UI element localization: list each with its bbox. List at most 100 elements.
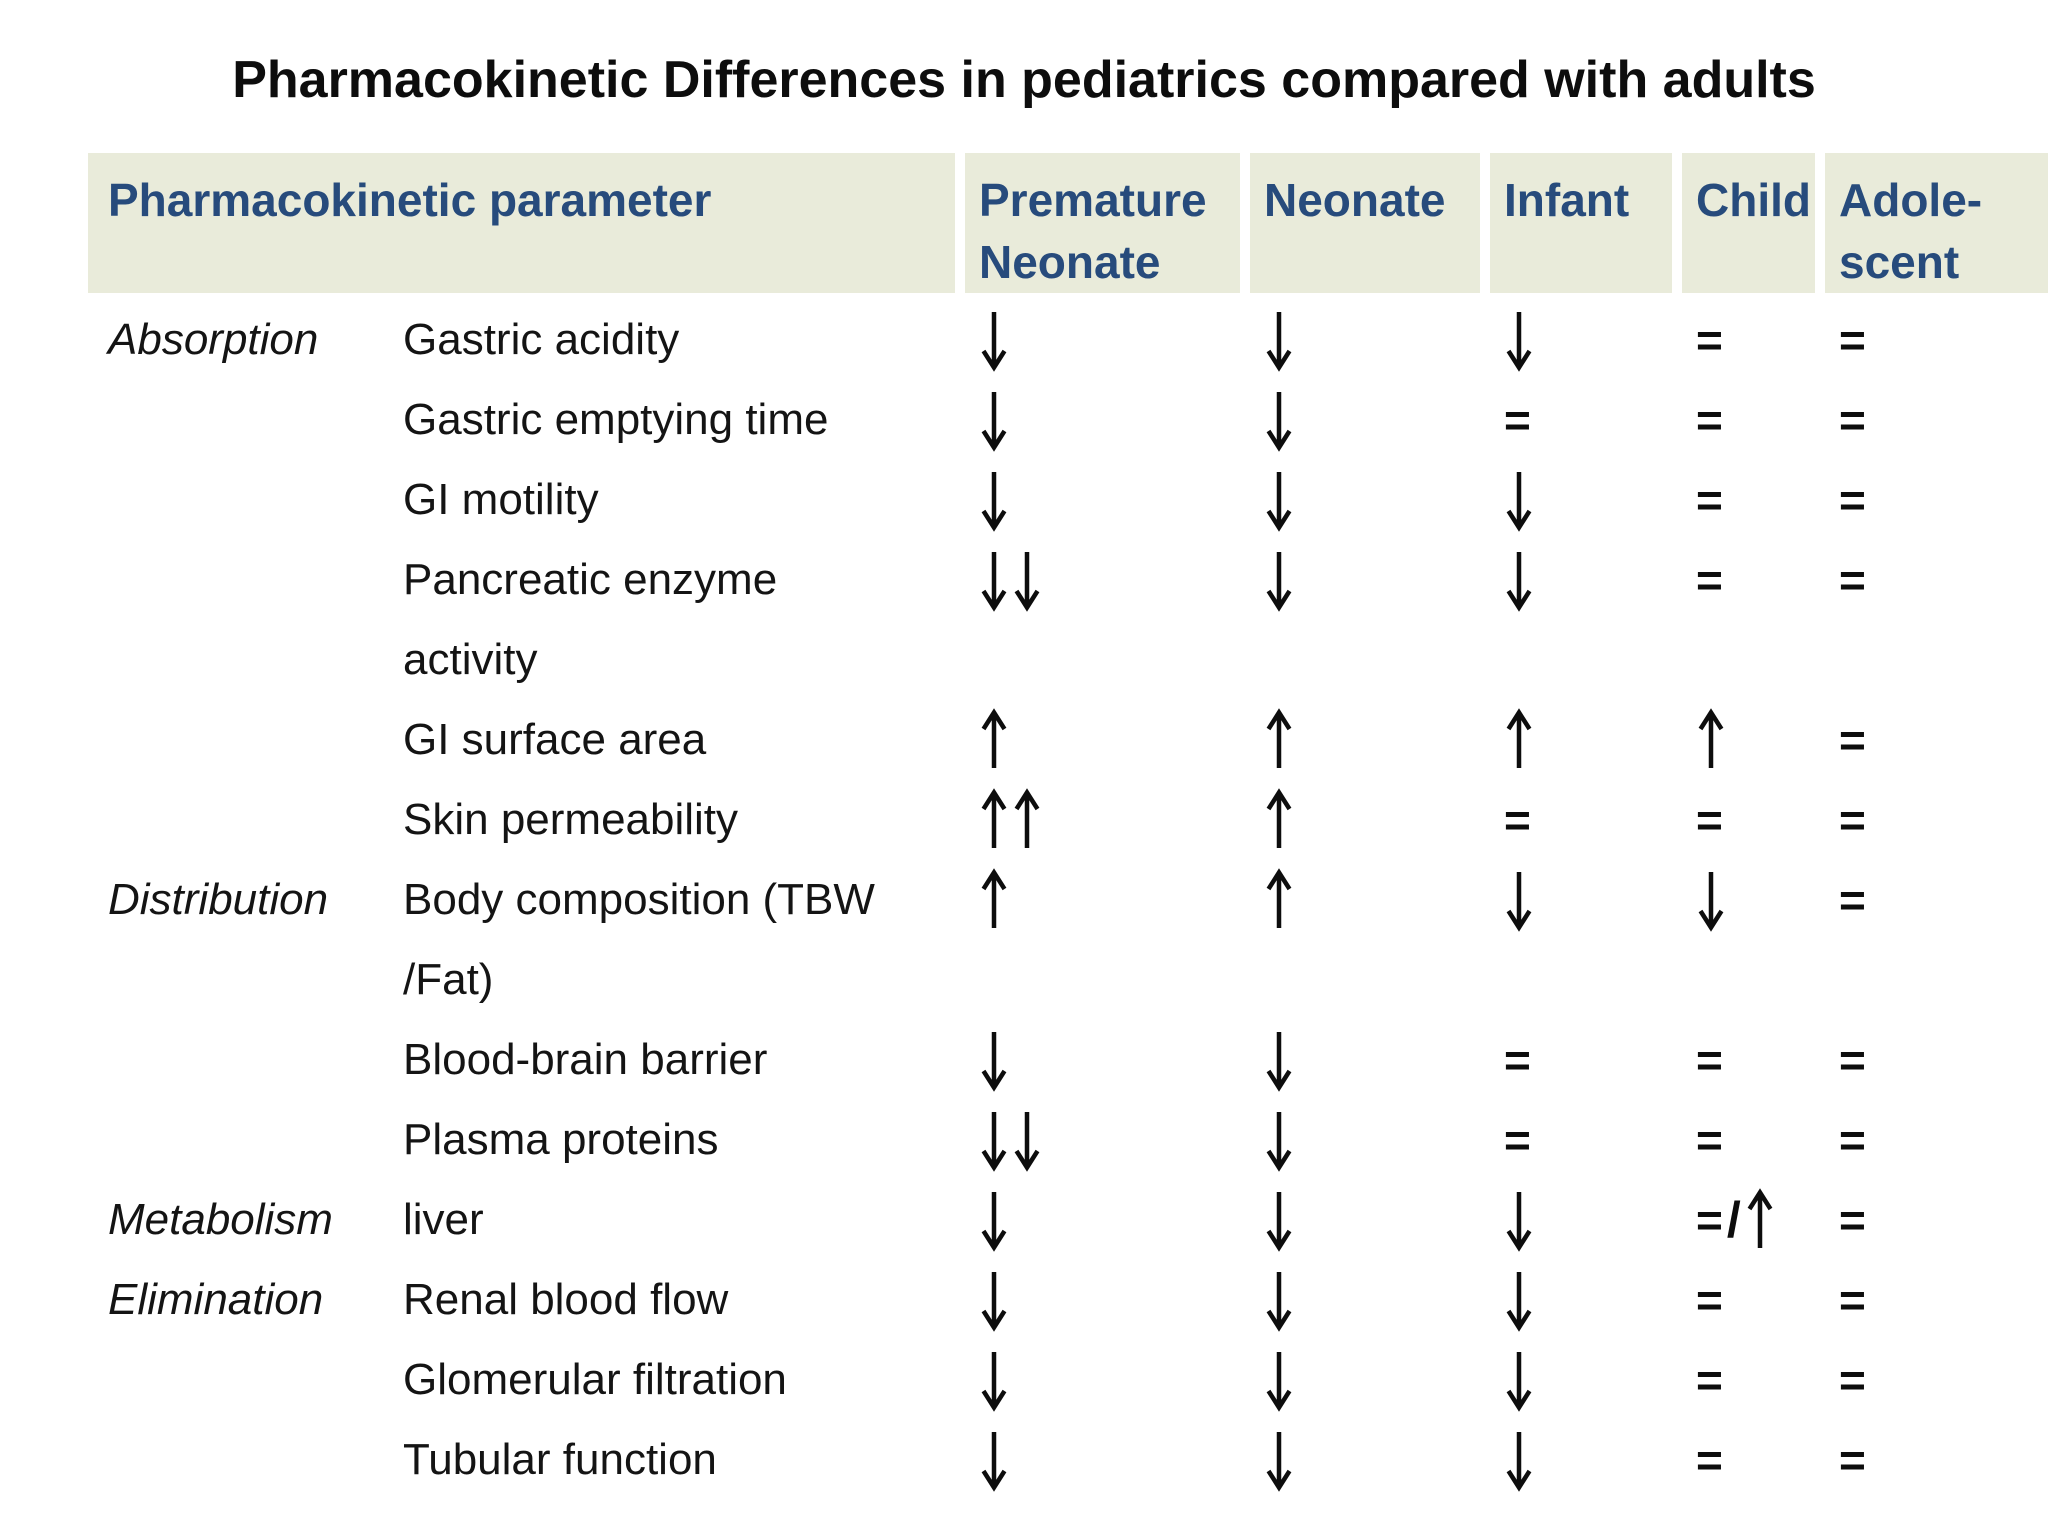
table-row: Tubular function = = xyxy=(88,1420,2048,1500)
category-label: Absorption xyxy=(108,315,319,364)
equal-sign: = xyxy=(1839,554,1866,606)
parameter-cell: GI motility xyxy=(88,460,955,540)
value-cell xyxy=(1682,700,1815,780)
parameter-cell: Glomerular filtration xyxy=(88,1340,955,1420)
equal-sign: = xyxy=(1839,394,1866,446)
down-arrow-icon xyxy=(1506,1352,1532,1412)
slash-separator: / xyxy=(1726,1192,1741,1248)
parameter-cell: Blood-brain barrier xyxy=(88,1020,955,1100)
up-arrow-icon xyxy=(1266,788,1292,848)
value-cell xyxy=(965,860,1240,940)
down-arrow-icon xyxy=(1014,552,1040,612)
parameter-label: Plasma proteins xyxy=(403,1115,719,1164)
down-arrow-icon xyxy=(1506,872,1532,932)
value-cell: = xyxy=(1682,1260,1815,1340)
value-cell: = xyxy=(1825,1340,2048,1420)
table-row: GI surface area = xyxy=(88,700,2048,780)
value-cell: = xyxy=(1825,1020,2048,1100)
column-header-child: Child xyxy=(1682,153,1815,293)
parameter-label: GI motility xyxy=(403,475,599,524)
down-arrow-icon xyxy=(1266,392,1292,452)
table-row: Distribution Body composition (TBW /Fat)… xyxy=(88,860,2048,1020)
value-cell xyxy=(1250,1180,1480,1260)
down-arrow-icon xyxy=(1506,552,1532,612)
parameter-cell: Gastric emptying time xyxy=(88,380,955,460)
value-cell xyxy=(1250,700,1480,780)
parameter-label: Tubular function xyxy=(403,1435,717,1484)
parameter-cell: Pancreatic enzyme activity xyxy=(88,540,955,700)
down-arrow-icon xyxy=(1266,552,1292,612)
table-row: Skin permeability = = = xyxy=(88,780,2048,860)
parameter-cell: Tubular function xyxy=(88,1420,955,1500)
column-header-infant: Infant xyxy=(1490,153,1672,293)
value-cell xyxy=(965,780,1240,860)
down-arrow-icon xyxy=(1266,312,1292,372)
table-row: Metabolism liver = / = xyxy=(88,1180,2048,1260)
category-label: Distribution xyxy=(108,875,329,924)
down-arrow-icon xyxy=(981,472,1007,532)
table-row: Gastric emptying time = = = xyxy=(88,380,2048,460)
value-cell: = xyxy=(1825,460,2048,540)
value-cell xyxy=(965,540,1240,620)
parameter-label: Gastric emptying time xyxy=(403,395,829,444)
value-cell xyxy=(965,1340,1240,1420)
value-cell xyxy=(1682,860,1815,940)
value-cell xyxy=(1490,540,1672,620)
value-cell: = xyxy=(1825,300,2048,380)
down-arrow-icon xyxy=(1266,1192,1292,1252)
equal-sign: = xyxy=(1839,474,1866,526)
value-cell: = xyxy=(1682,780,1815,860)
equal-sign: = xyxy=(1696,1034,1723,1086)
value-cell: = xyxy=(1682,1020,1815,1100)
value-cell xyxy=(965,700,1240,780)
equal-sign: = xyxy=(1696,394,1723,446)
value-cell: = xyxy=(1682,460,1815,540)
value-cell: = xyxy=(1490,1100,1672,1180)
down-arrow-icon xyxy=(981,1192,1007,1252)
value-cell: = xyxy=(1682,1100,1815,1180)
value-cell xyxy=(965,380,1240,460)
parameter-cell: Plasma proteins xyxy=(88,1100,955,1180)
equal-sign: = xyxy=(1839,314,1866,366)
equal-sign: = xyxy=(1696,474,1723,526)
page-title: Pharmacokinetic Differences in pediatric… xyxy=(232,51,1816,109)
table-row: Plasma proteins = = = xyxy=(88,1100,2048,1180)
value-cell: = xyxy=(1490,780,1672,860)
equal-sign: = xyxy=(1504,1114,1531,1166)
value-cell: = xyxy=(1825,700,2048,780)
down-arrow-icon xyxy=(1014,1112,1040,1172)
value-cell: = xyxy=(1682,1420,1815,1500)
equal-sign: = xyxy=(1696,554,1723,606)
value-cell: = xyxy=(1825,540,2048,620)
equal-sign: = xyxy=(1504,1034,1531,1086)
value-cell: = xyxy=(1682,380,1815,460)
value-cell: = xyxy=(1825,1420,2048,1500)
equal-sign: = xyxy=(1839,1114,1866,1166)
down-arrow-icon xyxy=(1506,312,1532,372)
value-cell xyxy=(1490,300,1672,380)
parameter-cell: Metabolism liver xyxy=(88,1180,955,1260)
value-cell: = xyxy=(1682,300,1815,380)
up-arrow-icon xyxy=(1266,708,1292,768)
value-cell: = xyxy=(1490,380,1672,460)
equal-sign: = xyxy=(1839,1434,1866,1486)
value-cell xyxy=(1250,1420,1480,1500)
value-cell xyxy=(1250,460,1480,540)
value-cell: = / xyxy=(1682,1180,1815,1260)
value-cell xyxy=(1490,1420,1672,1500)
value-cell xyxy=(1490,700,1672,780)
down-arrow-icon xyxy=(1506,1432,1532,1492)
value-cell xyxy=(1490,1340,1672,1420)
table-row: Pancreatic enzyme activity = = xyxy=(88,540,2048,700)
down-arrow-icon xyxy=(981,1272,1007,1332)
value-cell xyxy=(1490,1260,1672,1340)
down-arrow-icon xyxy=(981,1112,1007,1172)
down-arrow-icon xyxy=(981,392,1007,452)
value-cell: = xyxy=(1825,780,2048,860)
parameter-label: Blood-brain barrier xyxy=(403,1035,768,1084)
value-cell: = xyxy=(1825,1260,2048,1340)
up-arrow-icon xyxy=(1266,868,1292,928)
table-header-row: Pharmacokinetic parameter Premature Neon… xyxy=(88,153,2048,293)
value-cell xyxy=(965,1020,1240,1100)
table-row: GI motility = = xyxy=(88,460,2048,540)
